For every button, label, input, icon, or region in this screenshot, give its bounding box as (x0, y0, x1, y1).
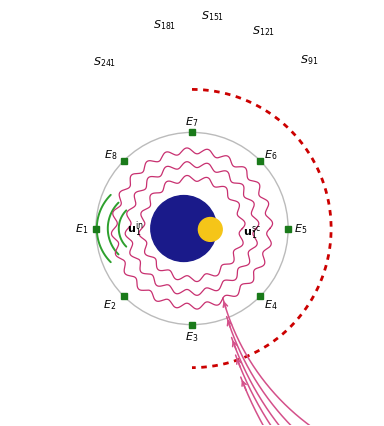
Text: $S_{{151}}$: $S_{{151}}$ (200, 9, 224, 23)
Text: $E_{5}$: $E_{5}$ (294, 222, 308, 236)
Text: $E_{8}$: $E_{8}$ (104, 148, 117, 162)
Text: $E_{2}$: $E_{2}$ (103, 297, 116, 311)
Circle shape (151, 196, 217, 262)
Text: $E_{1}$: $E_{1}$ (74, 222, 88, 236)
Text: $S_{{241}}$: $S_{{241}}$ (93, 55, 117, 69)
Text: $E_{3}$: $E_{3}$ (185, 330, 199, 344)
Text: $E_{6}$: $E_{6}$ (264, 148, 278, 162)
Text: $S_{{91}}$: $S_{{91}}$ (300, 53, 318, 67)
Text: $\mathbf{u}_1^{\mathrm{sc}}$: $\mathbf{u}_1^{\mathrm{sc}}$ (243, 223, 260, 240)
Text: $E_{7}$: $E_{7}$ (185, 115, 199, 129)
Text: $\mathbf{u}_1^{\mathrm{in}}$: $\mathbf{u}_1^{\mathrm{in}}$ (127, 219, 144, 239)
Text: $S_{{181}}$: $S_{{181}}$ (153, 18, 176, 32)
Text: $S_{{121}}$: $S_{{121}}$ (252, 24, 275, 38)
Circle shape (199, 218, 222, 242)
Text: $E_{4}$: $E_{4}$ (264, 297, 278, 311)
